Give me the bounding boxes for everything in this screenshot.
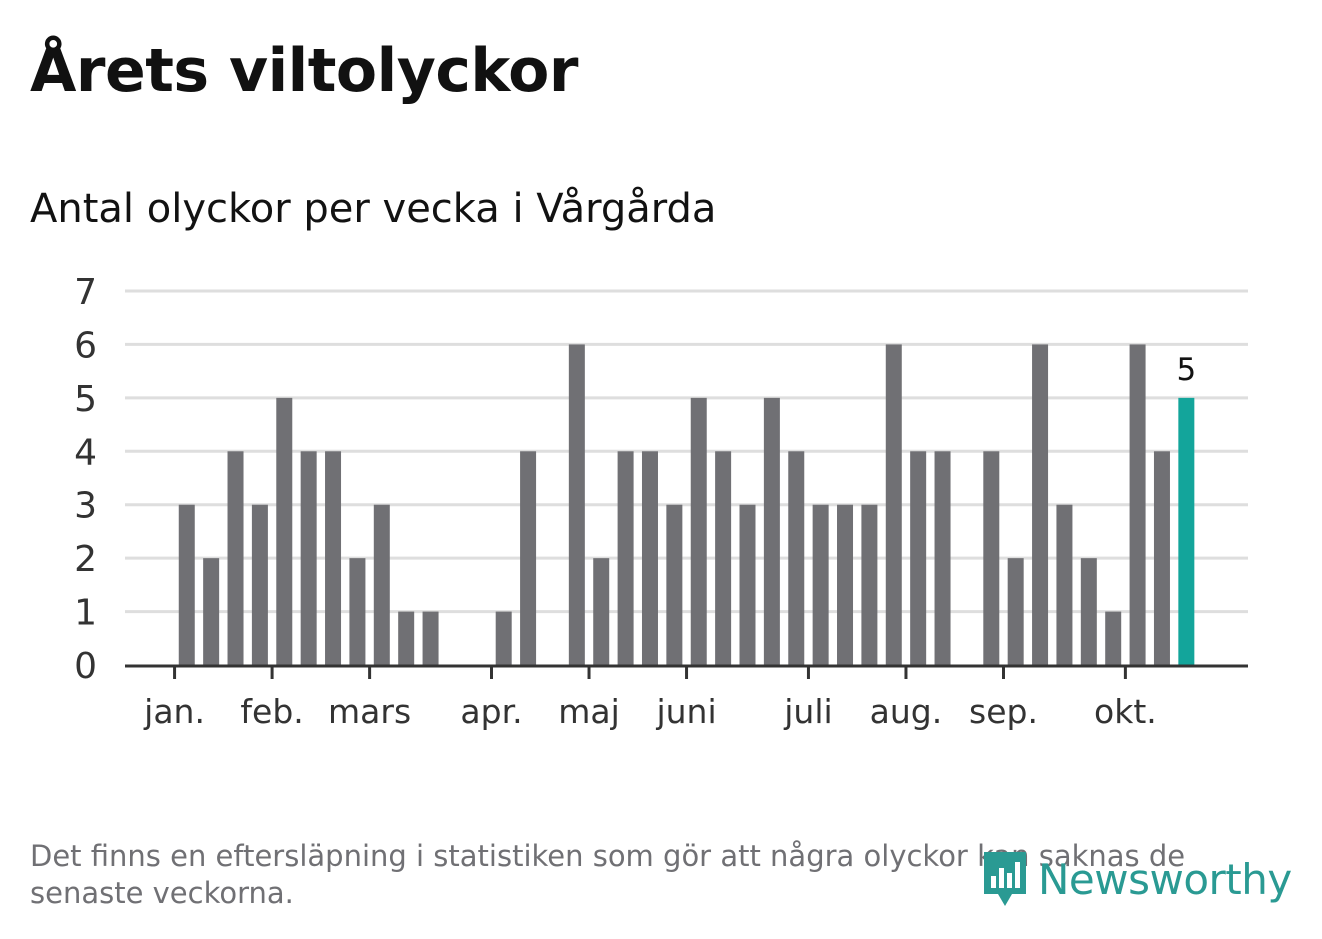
bar (837, 504, 854, 665)
bar (276, 397, 293, 665)
bar (690, 397, 707, 665)
newsworthy-logo: Newsworthy (980, 846, 1292, 912)
bar (1178, 397, 1195, 665)
y-tick-label: 1 (74, 593, 97, 634)
x-tick-label: okt. (1094, 692, 1157, 731)
bar (910, 451, 927, 665)
x-tick-label: juli (783, 692, 832, 731)
bar (251, 504, 268, 665)
y-tick-label: 5 (74, 379, 97, 420)
bar (1105, 611, 1122, 665)
bar (495, 611, 512, 665)
bar-chart: 0 1 2 3 4 5 6 7 5 jan. feb. mars apr. maj juni juli aug.… (74, 272, 1248, 731)
bar (349, 558, 366, 665)
logo-text: Newsworthy (1038, 854, 1292, 904)
bar (641, 451, 658, 665)
bar (1080, 558, 1097, 665)
bar (398, 611, 415, 665)
bar (617, 451, 634, 665)
x-tick-label: jan. (143, 692, 205, 731)
bar (934, 451, 951, 665)
y-tick-label: 3 (74, 486, 97, 527)
bar (788, 451, 805, 665)
bar (666, 504, 683, 665)
x-tick-label: sep. (969, 692, 1038, 731)
x-tick-label: aug. (870, 692, 943, 731)
bar (422, 611, 439, 665)
x-tick-label: apr. (460, 692, 522, 731)
y-tick-label: 2 (74, 539, 97, 580)
bar (861, 504, 878, 665)
x-tick-label: mars (328, 692, 411, 731)
bar (300, 451, 317, 665)
y-tick-label: 4 (74, 432, 97, 473)
x-tick-label: feb. (240, 692, 303, 731)
bar (568, 344, 585, 665)
y-tick-label: 0 (74, 646, 97, 687)
labels: 0 1 2 3 4 5 6 7 5 jan. feb. mars apr. maj juni juli aug.… (74, 272, 1248, 731)
bar (812, 504, 829, 665)
bar (739, 504, 756, 665)
bar (203, 558, 220, 665)
bar (1056, 504, 1073, 665)
bar (593, 558, 610, 665)
bar (1007, 558, 1024, 665)
bar (520, 451, 537, 665)
gridlines (125, 289, 1248, 614)
bar (763, 397, 780, 665)
bar (1153, 451, 1170, 665)
data-label: 5 (1176, 352, 1196, 388)
bar (227, 451, 244, 665)
chart-title: Årets viltolyckor (30, 36, 579, 106)
newsworthy-logo-icon (984, 852, 1026, 906)
x-tick-label: maj (558, 692, 620, 731)
bar (1032, 344, 1049, 665)
bar (885, 344, 902, 665)
y-tick-label: 7 (74, 272, 97, 313)
bar (373, 504, 390, 665)
bar (178, 504, 195, 665)
bar (325, 451, 342, 665)
bar (1129, 344, 1146, 665)
y-tick-label: 6 (74, 325, 97, 366)
x-tick-label: juni (655, 692, 716, 731)
chart-subtitle: Antal olyckor per vecka i Vårgårda (30, 186, 717, 232)
bars (178, 344, 1195, 665)
bar (715, 451, 732, 665)
bar (983, 451, 1000, 665)
